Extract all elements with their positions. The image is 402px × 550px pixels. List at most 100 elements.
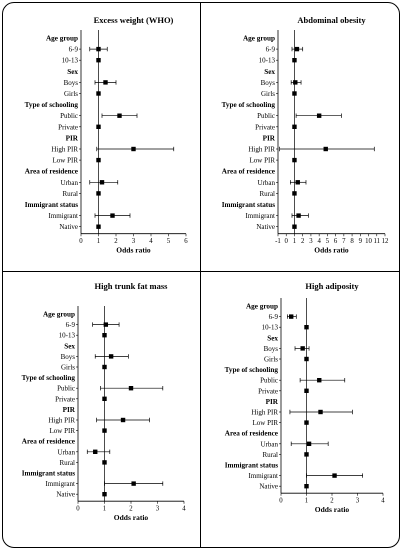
row-header-label: Immigrant status [225,462,279,470]
row-label: 10-13 [262,324,279,332]
row-label: Native [259,483,278,491]
row-label: Urban [261,440,279,448]
point-estimate [293,80,298,85]
panel-excess-weight: Excess weight (WHO) Age group 6-9 10-13 Sex B… [25,15,189,255]
point-estimate [292,191,297,196]
x-tick-label: 3 [132,238,136,245]
x-axis-label: Odds ratio [116,246,151,255]
row-label: Girls [64,90,78,98]
row-label: 6-9 [66,321,76,329]
point-estimate [96,157,101,163]
row-label: Rural [62,190,78,198]
row-label: 6-9 [266,46,276,54]
vertical-divider [200,2,201,548]
x-tick-label: 2 [301,238,305,245]
row-label: Private [255,123,275,131]
x-tick-label: 5 [167,238,171,245]
row-label: Immigrant [45,480,75,488]
x-tick-label: 12 [382,238,389,245]
point-estimate [102,364,107,370]
point-estimate [304,484,309,489]
row-header-label: Sex [264,68,275,76]
row-label: 10-13 [59,332,76,340]
row-label: Boys [61,353,76,361]
x-tick-label: 1 [97,238,100,245]
point-estimate [304,356,309,362]
horizontal-divider [2,271,400,272]
row-label: Public [60,112,78,120]
x-tick-label: 4 [381,498,385,505]
point-estimate [108,354,114,359]
point-estimate [117,113,122,118]
point-estimate [316,113,322,118]
x-tick-label: 6 [334,238,338,245]
row-label: 10-13 [62,57,79,65]
point-estimate [332,473,337,478]
point-estimate [103,322,109,327]
point-estimate [96,58,101,63]
point-estimate [304,388,309,393]
point-estimate [304,420,309,425]
point-estimate [96,46,101,52]
row-label: Private [258,387,278,395]
row-header-label: Area of residence [225,430,278,438]
point-estimate [103,80,108,85]
x-tick-label: 2 [114,238,118,245]
row-label: Low PIR [253,419,279,427]
x-tick-label: 1 [293,238,296,245]
x-tick-label: 3 [309,238,313,245]
chart-title: High adiposity [305,281,359,291]
x-tick-label: 2 [129,506,133,513]
x-tick-label: 1 [103,506,106,513]
x-tick-label: 4 [149,238,153,245]
row-label: Urban [258,179,276,187]
row-label: Girls [261,90,275,98]
point-estimate [306,441,312,446]
x-tick-label: 9 [359,238,363,245]
row-header-label: PIR [263,134,276,142]
point-estimate [96,224,101,229]
point-estimate [318,409,323,415]
x-tick-label: 1 [305,498,308,505]
row-label: High PIR [251,409,278,417]
row-label: 10-13 [259,57,276,65]
point-estimate [110,213,115,218]
row-label: Immigrant [48,212,78,220]
row-header-label: Age group [246,303,278,311]
x-axis-label: Odds ratio [314,246,349,255]
x-tick-label: 0 [79,238,83,245]
row-header-label: PIR [266,398,279,406]
point-estimate [300,346,305,351]
x-tick-label: 10 [365,238,372,245]
row-label: Public [257,112,275,120]
point-estimate [292,124,297,129]
row-label: High PIR [51,146,78,154]
point-estimate [93,449,98,454]
x-tick-label: 0 [285,238,289,245]
row-header-label: Age group [46,35,78,43]
row-label: Native [256,223,275,231]
row-label: Rural [59,459,75,467]
point-estimate [102,396,107,401]
row-label: Public [260,377,278,385]
x-tick-label: 7 [342,238,346,245]
x-tick-label: 11 [373,238,380,245]
point-estimate [289,314,294,319]
x-axis-label: Odds ratio [315,505,350,514]
row-label: Urban [61,179,79,187]
row-label: Immigrant [245,212,275,220]
row-label: Native [56,491,75,499]
row-label: High PIR [248,146,275,154]
row-label: Boys [64,79,79,87]
row-header-label: Immigrant status [222,201,276,209]
point-estimate [304,452,309,457]
point-estimate [292,224,297,229]
chart-title: Abdominal obesity [297,15,366,25]
row-label: Low PIR [250,157,276,165]
point-estimate [128,386,134,391]
chart-title: Excess weight (WHO) [94,15,174,25]
row-label: Rural [262,451,278,459]
